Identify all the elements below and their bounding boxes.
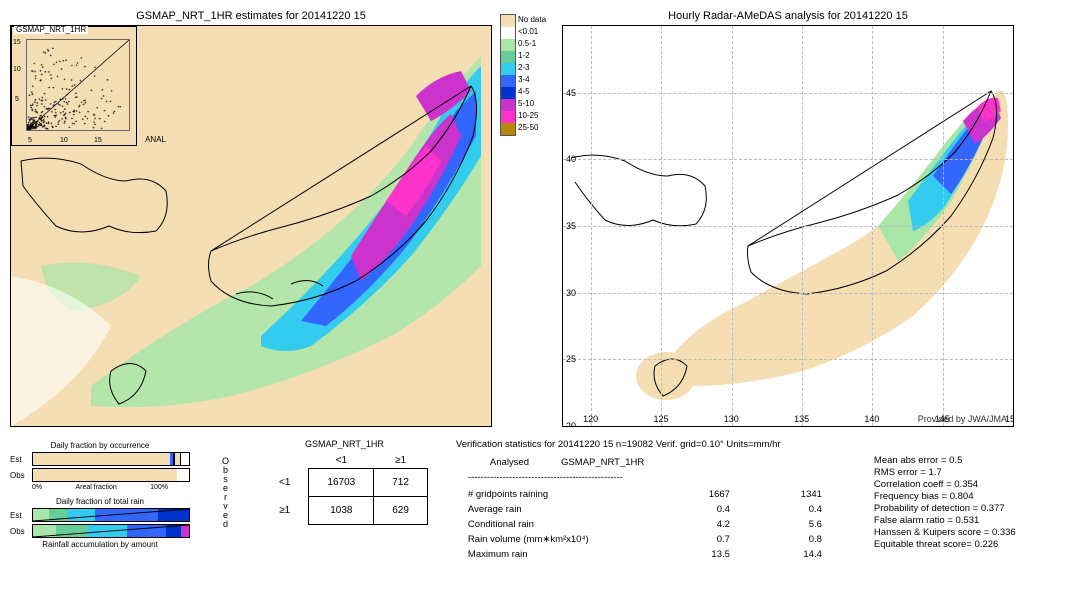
- verif-table: AnalysedGSMAP_NRT_1HR ------------------…: [456, 454, 834, 563]
- occ-title: Daily fraction by occurrence: [10, 441, 190, 450]
- observed-label: Observed: [222, 439, 229, 529]
- total-title: Daily fraction of total rain: [10, 497, 190, 506]
- verif-header: Verification statistics for 20141220 15 …: [456, 439, 1016, 450]
- bottom-row: Daily fraction by occurrence EstObs 0% A…: [10, 439, 1070, 563]
- provided-by: Provided by JWA/JMA: [918, 414, 1007, 424]
- radar-title: Hourly Radar-AMeDAS analysis for 2014122…: [562, 10, 1014, 22]
- gsmap-title: GSMAP_NRT_1HR estimates for 20141220 15: [10, 10, 492, 22]
- stats-column: Mean abs error = 0.5RMS error = 1.7Corre…: [874, 454, 1016, 563]
- radar-panel: Hourly Radar-AMeDAS analysis for 2014122…: [562, 10, 1014, 427]
- fraction-block: Daily fraction by occurrence EstObs 0% A…: [10, 439, 190, 551]
- gsmap-panel: GSMAP_NRT_1HR estimates for 20141220 15: [10, 10, 492, 427]
- inset-xlabel: ANAL: [145, 135, 166, 144]
- ct-title: GSMAP_NRT_1HR: [261, 439, 428, 449]
- inset-inner: [26, 39, 130, 131]
- contingency-table: <1≥1 <1 16703 712 ≥1 1038 629: [261, 453, 428, 525]
- inset-scatter: GSMAP_NRT_1HR ANAL 5 10 15 5 10 15: [11, 26, 137, 146]
- inset-title: GSMAP_NRT_1HR: [14, 25, 88, 34]
- radar-map: 120125130135140145150202530354045 Provid…: [562, 25, 1014, 427]
- verification-block: Verification statistics for 20141220 15 …: [456, 439, 1016, 563]
- color-legend: No data<0.010.5-11-22-33-44-55-1010-2525…: [500, 14, 560, 136]
- total-footer: Rainfall accumulation by amount: [10, 540, 190, 549]
- top-row: GSMAP_NRT_1HR estimates for 20141220 15: [10, 10, 1070, 427]
- gsmap-map: GSMAP_NRT_1HR ANAL 5 10 15 5 10 15: [10, 25, 492, 427]
- contingency-block: GSMAP_NRT_1HR <1≥1 <1 16703 712 ≥1 1038 …: [261, 439, 428, 525]
